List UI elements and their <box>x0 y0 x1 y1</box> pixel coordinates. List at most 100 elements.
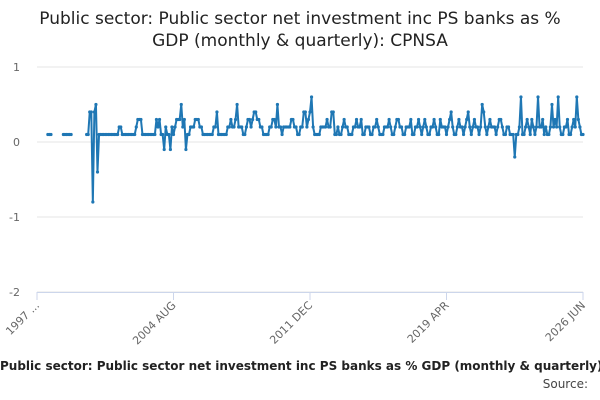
point <box>393 125 397 129</box>
point <box>517 125 522 129</box>
point <box>305 125 309 129</box>
point <box>412 132 416 137</box>
point <box>424 125 428 129</box>
point <box>438 117 442 122</box>
point <box>274 125 278 129</box>
point <box>164 125 168 129</box>
point <box>531 125 535 129</box>
point <box>353 125 357 129</box>
point <box>492 125 497 129</box>
point <box>345 125 349 129</box>
point <box>336 125 340 129</box>
point <box>544 125 548 129</box>
point <box>192 125 196 129</box>
point <box>449 110 453 114</box>
point <box>530 117 534 122</box>
point <box>227 125 231 129</box>
point <box>340 125 345 129</box>
point <box>389 125 393 129</box>
point <box>317 132 321 137</box>
point <box>485 132 489 137</box>
point <box>468 125 472 129</box>
chart-title: Public sector: Public sector net investm… <box>39 9 561 51</box>
point <box>570 125 574 129</box>
point <box>506 125 511 129</box>
point <box>547 132 551 137</box>
point <box>224 132 228 137</box>
point <box>555 125 559 129</box>
point <box>170 125 174 129</box>
point <box>375 117 379 122</box>
point <box>232 125 236 129</box>
point <box>49 132 53 137</box>
point <box>503 132 508 137</box>
point <box>407 125 411 129</box>
point <box>534 125 539 129</box>
y-tick-label: -1 <box>9 211 20 224</box>
x-tick-label: 2011 DEC <box>267 299 315 347</box>
point <box>385 125 390 129</box>
point <box>466 110 470 114</box>
point <box>69 132 73 137</box>
point <box>387 117 391 122</box>
point <box>288 125 292 129</box>
point <box>513 155 517 159</box>
point <box>240 125 244 129</box>
point <box>564 125 568 129</box>
point <box>471 125 475 129</box>
point <box>488 117 492 122</box>
point <box>482 110 486 114</box>
point <box>244 125 249 129</box>
point <box>139 117 143 122</box>
point <box>469 132 473 137</box>
point <box>328 125 332 129</box>
point <box>477 132 481 137</box>
point <box>116 132 120 137</box>
y-tick-label: 1 <box>13 61 20 74</box>
point <box>269 125 273 129</box>
point <box>542 132 546 137</box>
point <box>528 132 532 137</box>
point <box>463 125 467 129</box>
point <box>362 132 366 137</box>
point <box>373 125 377 129</box>
point <box>432 117 436 122</box>
point <box>472 117 477 122</box>
point <box>421 125 425 129</box>
point <box>251 117 255 122</box>
point <box>257 117 261 122</box>
point <box>416 117 421 122</box>
point <box>179 102 183 107</box>
point <box>133 132 137 137</box>
point <box>581 132 585 137</box>
point <box>427 132 432 137</box>
point <box>448 117 452 122</box>
point <box>213 125 217 129</box>
point <box>173 125 177 129</box>
point <box>446 125 450 129</box>
point <box>306 117 311 122</box>
point <box>294 125 298 129</box>
point <box>444 132 449 137</box>
point <box>572 117 576 122</box>
point <box>465 117 469 122</box>
point <box>215 110 219 114</box>
point <box>168 147 172 152</box>
point <box>561 132 565 137</box>
point <box>359 117 363 122</box>
point <box>558 125 562 129</box>
point <box>475 125 480 129</box>
point <box>342 117 346 122</box>
point <box>91 200 95 204</box>
point <box>249 125 253 129</box>
caption: Public sector: Public sector net investm… <box>0 359 600 373</box>
point <box>460 125 464 129</box>
point <box>119 125 123 129</box>
point <box>161 132 165 137</box>
point <box>331 110 335 114</box>
point <box>525 117 529 122</box>
point <box>418 125 422 129</box>
point <box>266 132 270 137</box>
point <box>409 117 413 122</box>
